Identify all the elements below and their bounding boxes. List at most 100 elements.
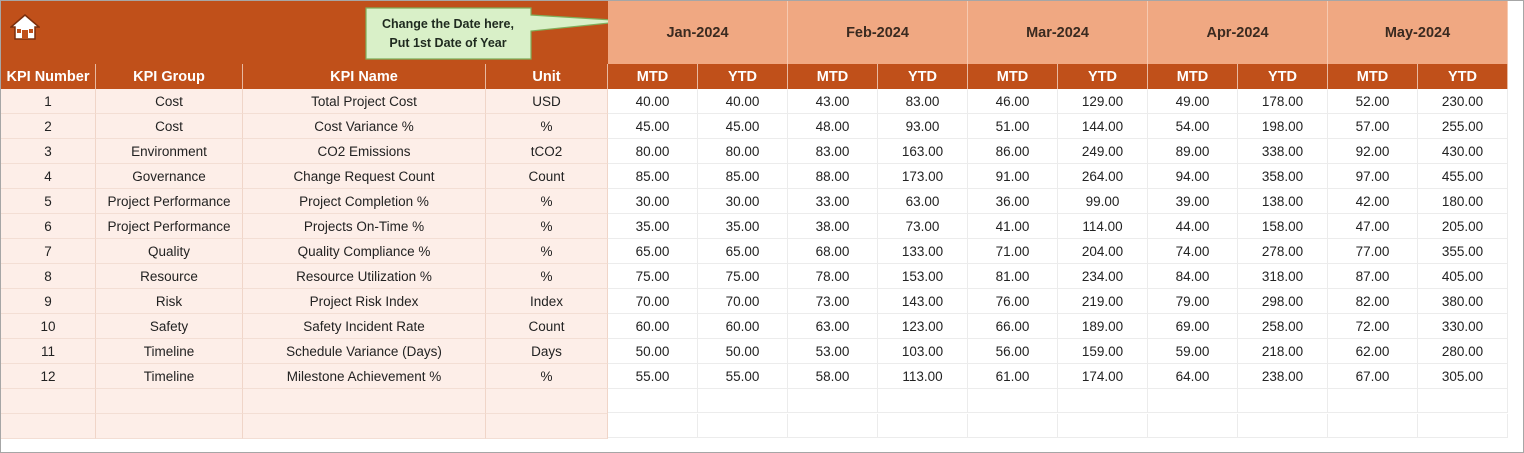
value-cell: 380.00 (1418, 289, 1508, 314)
column-header: MTD (1328, 64, 1418, 89)
value-cell: 87.00 (1328, 264, 1418, 289)
value-cell: 68.00 (788, 239, 878, 264)
value-cell: 77.00 (1328, 239, 1418, 264)
value-cell: 189.00 (1058, 314, 1148, 339)
value-cell: 51.00 (968, 114, 1058, 139)
value-cell: 43.00 (788, 89, 878, 114)
value-cell: 78.00 (788, 264, 878, 289)
value-cell: 163.00 (878, 139, 968, 164)
empty-cell (788, 414, 878, 438)
empty-cell (486, 414, 608, 439)
column-header: MTD (1148, 64, 1238, 89)
empty-cell (878, 389, 968, 413)
value-cell: 42.00 (1328, 189, 1418, 214)
value-cell: 83.00 (878, 89, 968, 114)
value-cell: 46.00 (968, 89, 1058, 114)
kpi-cell: 8 (1, 264, 96, 289)
value-cell: 40.00 (608, 89, 698, 114)
value-cell: 33.00 (788, 189, 878, 214)
value-cell: 35.00 (698, 214, 788, 239)
empty-cell (486, 389, 608, 414)
kpi-cell: Schedule Variance (Days) (243, 339, 486, 364)
kpi-cell: Project Risk Index (243, 289, 486, 314)
kpi-cell: % (486, 214, 608, 239)
kpi-cell: 4 (1, 164, 96, 189)
value-cell: 85.00 (608, 164, 698, 189)
kpi-cell: 9 (1, 289, 96, 314)
column-header: MTD (608, 64, 698, 89)
kpi-cell: Risk (96, 289, 243, 314)
kpi-cell: Cost Variance % (243, 114, 486, 139)
empty-cell (878, 414, 968, 438)
value-cell: 48.00 (788, 114, 878, 139)
empty-cell (1328, 389, 1418, 413)
value-cell: 218.00 (1238, 339, 1328, 364)
empty-cell (1058, 414, 1148, 438)
kpi-cell: Count (486, 314, 608, 339)
column-header: YTD (698, 64, 788, 89)
empty-cell (1238, 389, 1328, 413)
empty-cell (243, 414, 486, 439)
value-cell: 73.00 (788, 289, 878, 314)
value-cell: 138.00 (1238, 189, 1328, 214)
value-cell: 60.00 (608, 314, 698, 339)
value-cell: 69.00 (1148, 314, 1238, 339)
kpi-cell: % (486, 114, 608, 139)
empty-cell (1148, 389, 1238, 413)
kpi-cell: Quality (96, 239, 243, 264)
kpi-cell: Resource Utilization % (243, 264, 486, 289)
value-cell: 174.00 (1058, 364, 1148, 389)
kpi-cell: % (486, 364, 608, 389)
empty-cell (1418, 389, 1508, 413)
empty-cell (1058, 389, 1148, 413)
value-cell: 49.00 (1148, 89, 1238, 114)
value-cell: 58.00 (788, 364, 878, 389)
empty-cell (1, 389, 96, 414)
kpi-cell: 10 (1, 314, 96, 339)
value-cell: 39.00 (1148, 189, 1238, 214)
kpi-cell: 12 (1, 364, 96, 389)
column-header: Unit (486, 64, 608, 89)
empty-cell (96, 389, 243, 414)
callout: Change the Date here, Put 1st Date of Ye… (367, 11, 529, 57)
value-cell: 63.00 (788, 314, 878, 339)
empty-cell (608, 414, 698, 438)
value-cell: 230.00 (1418, 89, 1508, 114)
month-header: May-2024 (1328, 1, 1508, 64)
value-cell: 280.00 (1418, 339, 1508, 364)
kpi-cell: Cost (96, 114, 243, 139)
empty-cell (788, 389, 878, 413)
column-header: MTD (788, 64, 878, 89)
kpi-cell: Index (486, 289, 608, 314)
value-cell: 44.00 (1148, 214, 1238, 239)
value-cell: 75.00 (698, 264, 788, 289)
kpi-cell: Milestone Achievement % (243, 364, 486, 389)
value-cell: 40.00 (698, 89, 788, 114)
value-cell: 178.00 (1238, 89, 1328, 114)
kpi-cell: Timeline (96, 339, 243, 364)
value-cell: 88.00 (788, 164, 878, 189)
callout-shape (365, 7, 630, 60)
value-cell: 38.00 (788, 214, 878, 239)
value-cell: 41.00 (968, 214, 1058, 239)
value-cell: 47.00 (1328, 214, 1418, 239)
kpi-cell: Timeline (96, 364, 243, 389)
empty-cell (968, 414, 1058, 438)
home-button[interactable] (10, 13, 40, 41)
value-cell: 55.00 (698, 364, 788, 389)
value-cell: 103.00 (878, 339, 968, 364)
value-cell: 45.00 (608, 114, 698, 139)
value-cell: 99.00 (1058, 189, 1148, 214)
value-cell: 80.00 (698, 139, 788, 164)
value-cell: 91.00 (968, 164, 1058, 189)
column-header: KPI Number (1, 64, 96, 89)
value-cell: 80.00 (608, 139, 698, 164)
value-cell: 86.00 (968, 139, 1058, 164)
value-cell: 264.00 (1058, 164, 1148, 189)
column-header: MTD (968, 64, 1058, 89)
column-header: YTD (1238, 64, 1328, 89)
kpi-cell: Project Completion % (243, 189, 486, 214)
kpi-cell: Environment (96, 139, 243, 164)
column-header: YTD (878, 64, 968, 89)
